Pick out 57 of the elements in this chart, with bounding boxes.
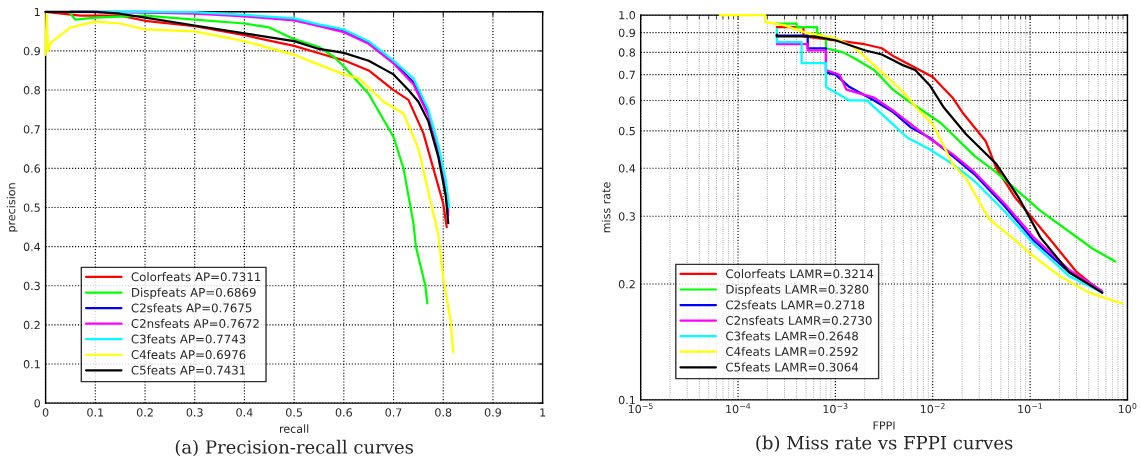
y-tick-label: 0.5 [23, 203, 40, 212]
x-tick-label: 0.7 [385, 408, 402, 417]
y-tick-label: 0.1 [618, 395, 635, 405]
y-tick-label: 0.7 [23, 125, 40, 134]
x-tick-label: 0.8 [435, 408, 452, 417]
x-axis-title: recall [280, 424, 309, 433]
y-tick-label: 0.5 [618, 126, 635, 136]
y-tick-label: 0.3 [23, 281, 40, 291]
x-tick-label: 0.2 [136, 408, 153, 417]
y-tick-label: 1.0 [619, 11, 636, 20]
legend-label: Colorfeats AP=0.7311 [131, 272, 261, 282]
line-series [69, 12, 429, 305]
x-tick-label: 10$^{−4}$ [726, 403, 751, 414]
x-tick-label: 0.5 [286, 408, 302, 417]
x-tick-label: 0.9 [484, 408, 501, 417]
x-tick-label: 10$^{−2}$ [920, 403, 945, 414]
x-tick-label: 10$^{−3}$ [823, 403, 848, 414]
y-tick-label: 0.2 [618, 280, 635, 289]
x-tick-label: 0 [42, 408, 49, 417]
y-tick-label: 0.6 [23, 164, 41, 173]
y-tick-label: 0.2 [23, 320, 40, 330]
legend-label: C3feats LAMR=0.2648 [726, 331, 859, 341]
legend-label: Dispfeats AP=0.6869 [132, 287, 256, 300]
y-tick-label: 0.3 [618, 212, 635, 221]
legend-label: C2sfeats AP=0.7675 [131, 303, 252, 313]
x-axis-title: FPPI [873, 421, 895, 430]
legend-label: Colorfeats LAMR=0.3214 [726, 269, 874, 279]
y-axis-title: miss rate [601, 182, 611, 233]
x-tick-label: 1 [540, 408, 546, 417]
y-tick-label: 0.1 [23, 360, 40, 369]
legend-label: C4feats LAMR=0.2592 [726, 346, 858, 357]
legend-label: C2nsfeats LAMR=0.2730 [726, 315, 872, 325]
y-tick-label: 0.4 [618, 164, 636, 173]
legend-label: C4feats AP=0.6976 [131, 349, 246, 360]
y-axis-title: precision [6, 183, 18, 232]
x-tick-label: 0.6 [335, 408, 352, 417]
y-tick-label: 0.8 [618, 48, 636, 57]
legend-label: C5feats AP=0.7431 [131, 365, 246, 375]
y-tick-label: 1 [34, 7, 40, 16]
text: (b) Miss rate vs FPPI curves [756, 435, 1013, 453]
y-tick-label: 0.4 [23, 242, 41, 251]
x-tick-label: 0.3 [186, 408, 203, 417]
text: (a) Precision-recall curves [175, 439, 413, 457]
x-tick-label: 0.1 [87, 408, 104, 417]
y-tick-label: 0.9 [618, 28, 636, 38]
x-tick-label: 0.4 [236, 408, 253, 417]
legend-label: C2sfeats LAMR=0.2718 [726, 300, 865, 310]
legend-label: Dispfeats LAMR=0.3280 [726, 284, 869, 297]
legend-label: C3feats AP=0.7743 [131, 334, 246, 344]
legend-label: C5feats LAMR=0.3064 [726, 362, 859, 372]
x-tick-label: 10$^{−1}$ [1018, 403, 1043, 414]
legend-label: C2nsfeats AP=0.7672 [131, 318, 259, 328]
x-tick-label: 10$^{0}$ [1118, 403, 1137, 414]
y-tick-label: 0.6 [618, 96, 636, 105]
y-tick-label: 0.7 [618, 70, 635, 80]
y-tick-label: 0.9 [23, 46, 40, 56]
y-tick-label: 0.8 [23, 86, 40, 95]
